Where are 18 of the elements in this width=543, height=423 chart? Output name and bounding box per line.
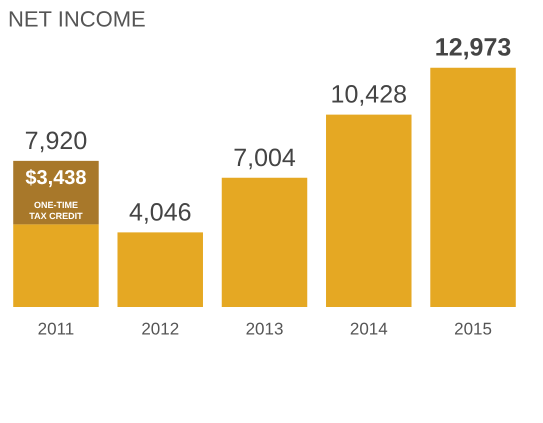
bar (430, 68, 516, 307)
x-tick-label: 2012 (141, 320, 180, 338)
bar (326, 114, 412, 307)
total-label: 4,046 (128, 198, 192, 226)
x-tick-label: 2014 (350, 320, 388, 338)
bar (13, 224, 99, 307)
total-label: 7,004 (233, 144, 296, 172)
bar (117, 232, 203, 307)
x-tick-label: 2013 (246, 320, 284, 338)
total-label: 7,920 (24, 126, 88, 155)
x-tick-label: 2011 (38, 320, 74, 338)
total-label: 12,973 (434, 34, 512, 62)
total-label: 10,428 (330, 80, 408, 109)
data-label: $3,438 (25, 166, 87, 189)
x-tick-label: 2015 (454, 320, 492, 338)
bar (222, 178, 308, 307)
chart-title: NET INCOME (8, 6, 146, 32)
annotation: ONE-TIME TAX CREDIT (29, 200, 84, 221)
